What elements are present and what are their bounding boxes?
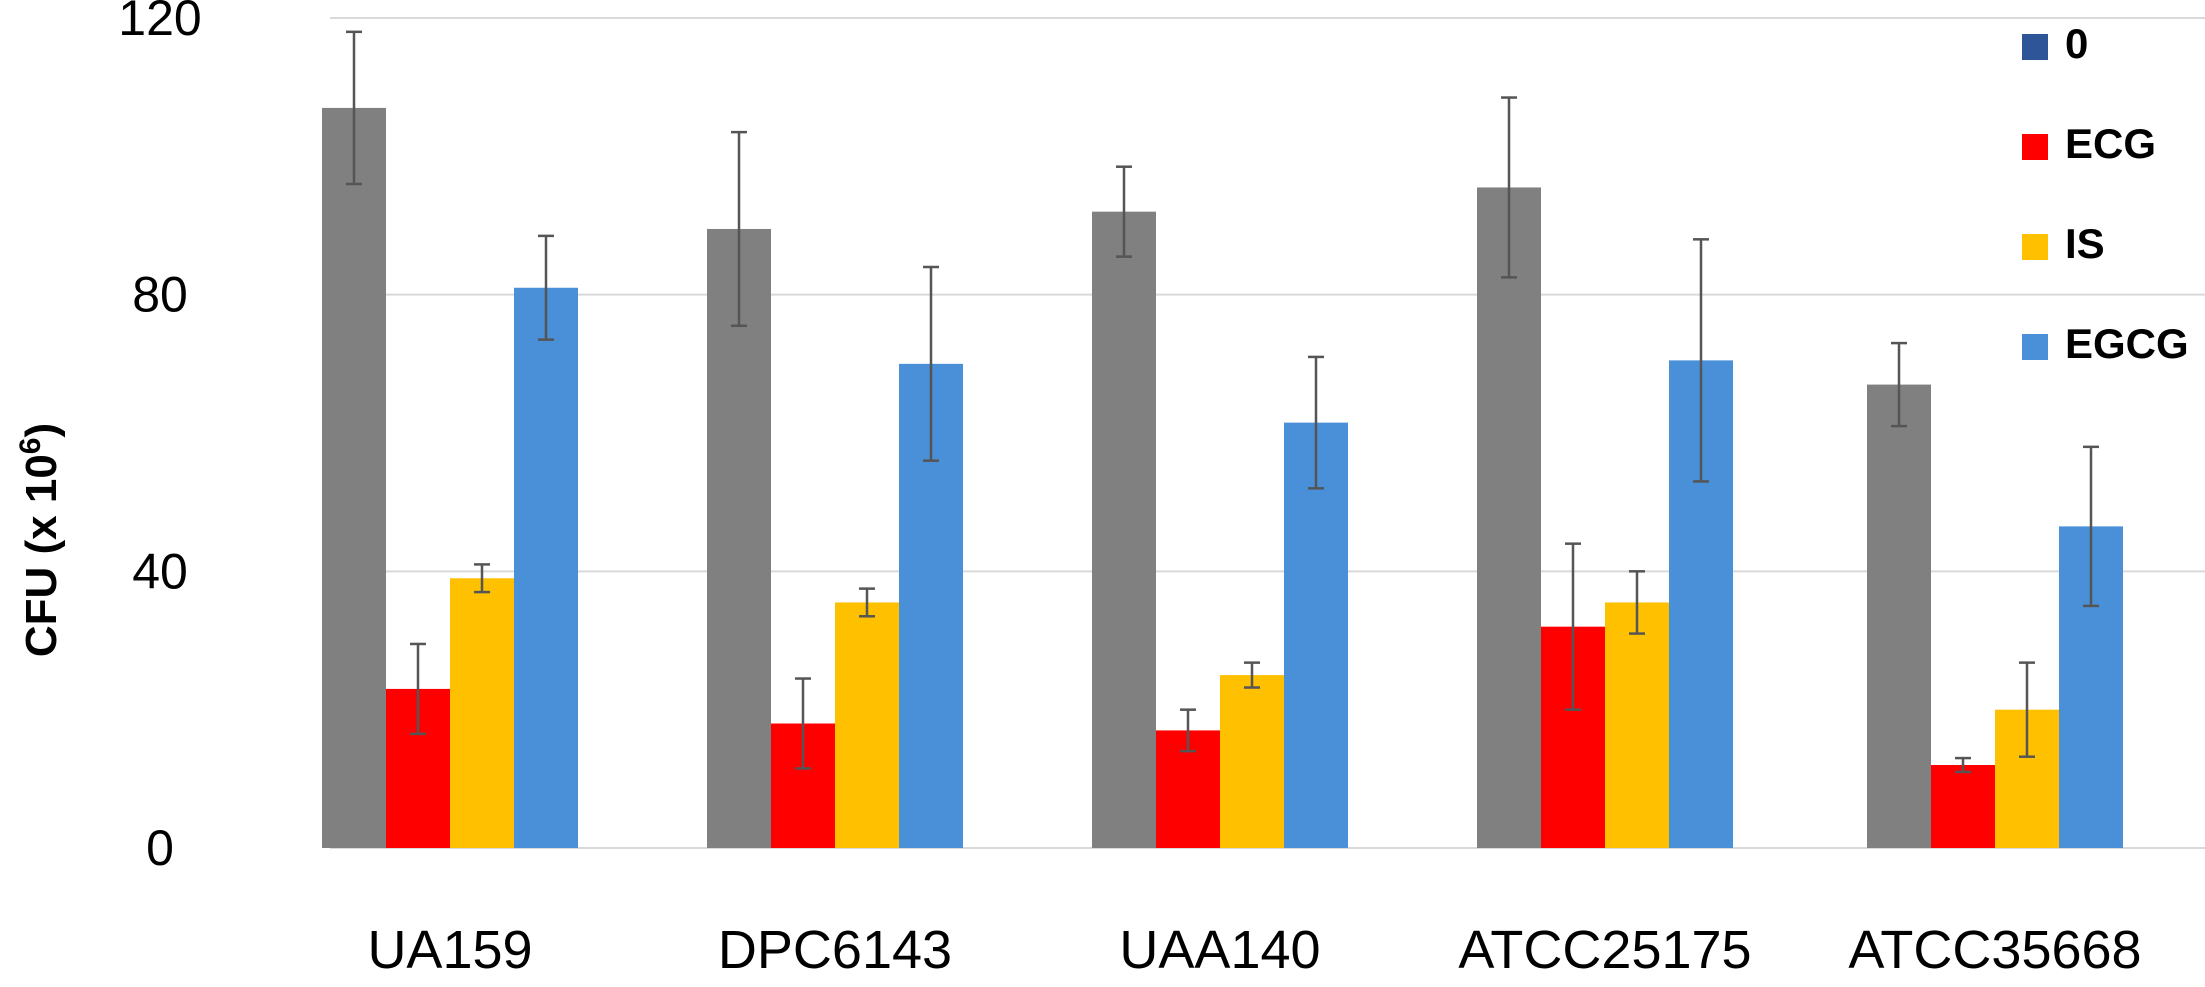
legend-swatch — [2022, 334, 2048, 360]
legend-swatch — [2022, 34, 2048, 60]
legend-label: IS — [2065, 220, 2105, 267]
category-label: DPC6143 — [718, 920, 952, 980]
y-tick-label: 80 — [132, 267, 188, 323]
bar — [1092, 211, 1156, 848]
y-axis-title: CFU (x 106) — [14, 423, 67, 657]
bar — [322, 107, 386, 848]
category-label: UAA140 — [1119, 920, 1320, 980]
category-label: UA159 — [367, 920, 532, 980]
legend-swatch — [2022, 134, 2048, 160]
category-label: ATCC35668 — [1848, 920, 2141, 980]
category-label: ATCC25175 — [1458, 920, 1751, 980]
legend-label: EGCG — [2065, 320, 2189, 367]
y-tick-label: 40 — [132, 543, 188, 599]
legend-label: 0 — [2065, 20, 2088, 67]
bar — [450, 578, 514, 848]
category-labels: UA159 DPC6143 UAA140 ATCC25175 ATCC35668 — [367, 920, 2141, 980]
bar — [1220, 675, 1284, 848]
error-bars — [346, 30, 2099, 774]
bar — [1867, 384, 1931, 848]
y-axis-tick-labels: 0 40 80 120 — [118, 0, 201, 876]
y-tick-label: 120 — [118, 0, 201, 46]
bar — [1477, 187, 1541, 849]
y-tick-label: 0 — [146, 820, 174, 876]
bar — [1605, 602, 1669, 848]
legend-swatch — [2022, 234, 2048, 260]
bars — [322, 107, 2123, 849]
bar — [1284, 422, 1348, 848]
bar — [707, 228, 771, 849]
bar — [1931, 765, 1995, 848]
bar — [514, 287, 578, 848]
bar — [835, 602, 899, 848]
legend: 0 ECG IS EGCG — [2022, 20, 2189, 367]
legend-label: ECG — [2065, 120, 2156, 167]
